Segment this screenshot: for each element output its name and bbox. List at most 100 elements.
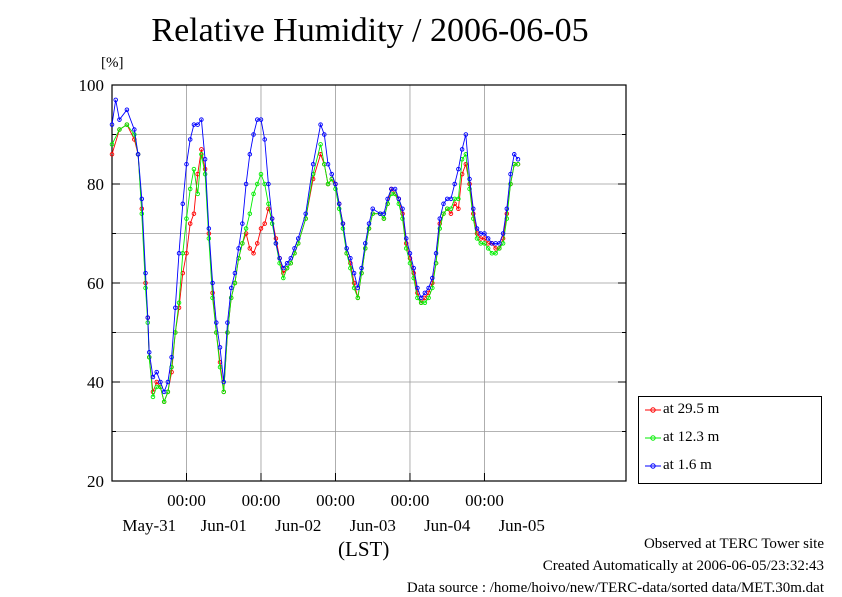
data-point-series-2 <box>284 260 290 266</box>
x-date-label: Jun-05 <box>499 516 545 535</box>
data-point-series-0 <box>187 221 193 226</box>
data-point-series-2 <box>225 320 230 325</box>
legend-label: at 12.3 m <box>663 429 720 445</box>
data-point-series-2 <box>269 216 275 221</box>
data-point-series-1 <box>437 226 443 231</box>
data-point-series-2 <box>322 132 327 137</box>
data-point-series-2 <box>228 285 234 291</box>
x-date-label: Jun-03 <box>350 516 396 535</box>
data-point-series-2 <box>385 196 390 202</box>
data-point-series-1 <box>508 181 513 187</box>
data-point-series-0 <box>411 270 416 276</box>
data-point-series-2 <box>199 117 204 122</box>
data-point-series-1 <box>281 275 286 281</box>
data-point-series-2 <box>303 211 308 216</box>
x-axis-unit-label: (LST) <box>338 537 390 561</box>
x-tick-label: 00:00 <box>465 491 504 510</box>
data-point-series-0 <box>247 246 253 251</box>
data-point-series-2 <box>240 221 245 226</box>
x-date-label: May-31 <box>122 516 176 535</box>
data-point-series-2 <box>109 122 115 127</box>
data-point-series-1 <box>258 171 264 177</box>
legend-marker-red <box>645 407 661 413</box>
data-point-series-1 <box>366 226 372 231</box>
data-point-series-2 <box>426 285 431 291</box>
data-point-series-2 <box>392 186 398 192</box>
y-tick-label: 80 <box>87 175 104 194</box>
data-point-series-2 <box>273 241 279 246</box>
data-point-series-1 <box>206 236 212 241</box>
data-point-series-2 <box>310 161 316 167</box>
y-axis-unit-label: [%] <box>101 55 124 71</box>
data-point-series-2 <box>485 236 491 241</box>
data-point-series-2 <box>318 122 323 127</box>
data-point-series-0 <box>243 231 249 236</box>
data-point-series-2 <box>504 206 510 211</box>
y-tick-label: 40 <box>87 373 104 392</box>
data-point-series-1 <box>184 216 189 221</box>
legend-item-1-6m: at 1.6 m <box>639 457 821 479</box>
data-point-series-1 <box>467 186 472 192</box>
data-point-series-2 <box>500 231 506 236</box>
legend-label: at 29.5 m <box>663 401 720 417</box>
data-point-series-2 <box>403 236 409 241</box>
data-point-series-0 <box>258 226 264 231</box>
data-point-series-1 <box>474 236 480 241</box>
data-point-series-1 <box>247 211 253 216</box>
data-point-series-0 <box>448 211 454 216</box>
data-point-series-2 <box>333 181 338 187</box>
data-point-series-1 <box>251 191 256 197</box>
data-point-series-2 <box>135 152 141 157</box>
data-point-series-2 <box>407 251 413 256</box>
data-point-series-1 <box>340 226 346 231</box>
data-point-series-2 <box>150 374 156 380</box>
data-point-series-2 <box>351 270 357 276</box>
data-point-series-0 <box>109 152 115 157</box>
data-point-series-0 <box>348 260 353 266</box>
data-point-series-1 <box>109 142 115 147</box>
data-point-series-2 <box>325 161 331 167</box>
data-point-series-2 <box>508 171 513 177</box>
data-point-series-2 <box>340 221 346 226</box>
data-point-series-1 <box>269 221 275 226</box>
data-point-series-2 <box>459 147 465 152</box>
data-point-series-2 <box>176 251 182 256</box>
data-point-series-1 <box>255 181 260 187</box>
data-point-series-1 <box>139 211 145 216</box>
data-point-series-2 <box>448 196 454 202</box>
x-date-label: Jun-01 <box>201 516 247 535</box>
data-point-series-1 <box>195 191 200 197</box>
data-point-series-2 <box>381 211 387 216</box>
data-point-series-1 <box>199 152 204 157</box>
data-point-series-1 <box>191 166 197 172</box>
data-point-series-2 <box>336 201 342 207</box>
chart-title: Relative Humidity / 2006-06-05 <box>151 12 589 49</box>
data-point-series-2 <box>430 275 435 281</box>
data-point-series-2 <box>146 350 152 355</box>
data-point-series-1 <box>225 330 230 335</box>
data-point-series-1 <box>187 186 193 192</box>
data-point-series-2 <box>348 256 353 261</box>
data-point-series-0 <box>407 256 413 261</box>
data-point-series-0 <box>351 280 357 286</box>
data-point-series-2 <box>415 285 420 291</box>
data-point-series-2 <box>277 256 282 261</box>
data-point-series-1 <box>400 216 405 221</box>
data-point-series-2 <box>251 132 256 137</box>
x-tick-label: 00:00 <box>391 491 430 510</box>
data-point-series-2 <box>474 226 480 231</box>
data-point-series-2 <box>366 221 372 226</box>
x-date-label: Jun-02 <box>275 516 321 535</box>
data-point-series-2 <box>210 280 215 286</box>
footer-site-note: Observed at TERC Tower site <box>643 536 824 552</box>
data-point-series-2 <box>359 265 364 271</box>
legend-marker-blue <box>645 463 661 469</box>
data-point-series-1 <box>441 211 446 216</box>
data-point-series-2 <box>169 355 174 360</box>
data-point-series-1 <box>407 260 413 266</box>
data-point-series-2 <box>370 206 375 211</box>
data-point-series-2 <box>206 226 212 231</box>
data-point-series-1 <box>493 251 498 256</box>
data-point-series-2 <box>482 231 487 236</box>
data-point-series-2 <box>422 290 428 296</box>
